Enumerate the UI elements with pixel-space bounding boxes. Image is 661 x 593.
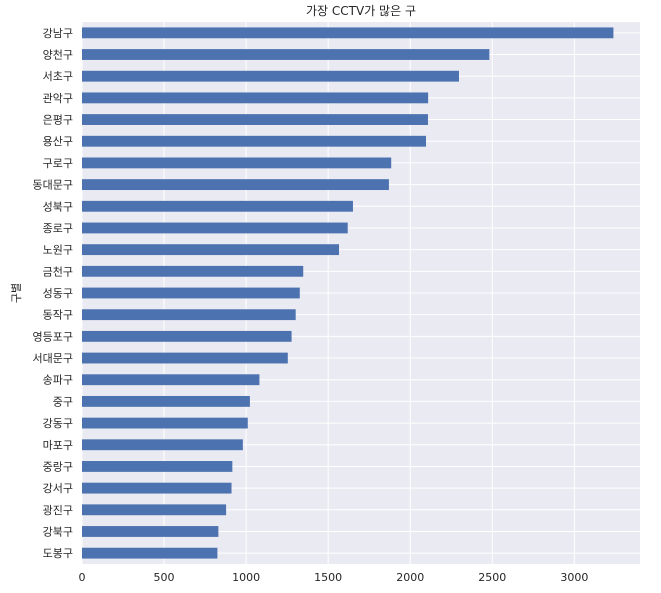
y-tick-label: 동대문구 (33, 179, 73, 192)
bar-서대문구 (82, 352, 288, 364)
chart-title: 가장 CCTV가 많은 구 (306, 4, 416, 18)
y-tick-label: 강북구 (43, 525, 73, 538)
y-tick-label: 성북구 (43, 200, 73, 213)
y-tick-label: 용산구 (43, 135, 73, 148)
y-tick-label: 송파구 (43, 374, 73, 387)
x-tick-label: 0 (79, 571, 86, 584)
bar-강서구 (82, 482, 232, 494)
y-tick-label: 서대문구 (33, 352, 73, 365)
y-tick-label: 마포구 (43, 439, 73, 452)
bar-중구 (82, 395, 250, 407)
bar-강동구 (82, 417, 248, 429)
bar-금천구 (82, 265, 304, 277)
bar-강북구 (82, 526, 219, 537)
bar-동작구 (82, 309, 296, 321)
bar-성동구 (82, 287, 300, 299)
y-tick-label: 금천구 (43, 264, 73, 278)
x-tick-label: 1500 (314, 571, 342, 584)
y-tick-label: 은평구 (43, 114, 73, 127)
bar-서초구 (82, 70, 459, 82)
bar-동대문구 (82, 179, 389, 191)
x-tick-label: 3000 (560, 571, 588, 584)
x-tick-labels: 0 500 1000 1500 2000 2500 3000 (79, 571, 589, 584)
bar-마포구 (82, 439, 243, 451)
x-tick-label: 500 (154, 571, 175, 584)
y-tick-label: 구로구 (43, 157, 73, 170)
y-tick-label: 강서구 (43, 482, 73, 495)
y-tick-label: 양천구 (43, 48, 73, 62)
x-tick-label: 2000 (396, 571, 424, 584)
bar-구로구 (82, 157, 392, 169)
bar-성북구 (82, 200, 353, 212)
bar-양천구 (82, 49, 490, 60)
y-tick-label: 강동구 (43, 417, 73, 430)
bar-도봉구 (82, 547, 218, 559)
bar-종로구 (82, 222, 348, 234)
y-tick-label: 강남구 (43, 27, 73, 40)
y-tick-label: 관악구 (43, 92, 73, 105)
y-tick-label: 종로구 (43, 222, 73, 235)
y-tick-label: 서초구 (43, 70, 73, 83)
y-tick-label: 동작구 (43, 309, 73, 322)
y-tick-label: 광진구 (43, 504, 73, 517)
bars (82, 27, 614, 559)
bar-중랑구 (82, 461, 233, 472)
bar-광진구 (82, 504, 227, 516)
y-tick-label: 노원구 (43, 244, 73, 257)
bar-강남구 (82, 27, 614, 39)
bar-송파구 (82, 374, 260, 386)
y-tick-label: 중구 (53, 395, 73, 408)
x-tick-label: 1000 (232, 571, 260, 584)
x-tick-label: 2500 (478, 571, 506, 584)
y-tick-label: 영등포구 (33, 330, 73, 343)
y-axis-label: 구별 (10, 283, 23, 303)
y-tick-label: 중랑구 (43, 460, 73, 473)
bar-영등포구 (82, 330, 292, 342)
bar-용산구 (82, 135, 426, 147)
bar-노원구 (82, 244, 340, 256)
bar-관악구 (82, 92, 429, 104)
y-tick-label: 성동구 (43, 287, 73, 300)
y-tick-label: 도봉구 (43, 547, 73, 560)
bar-은평구 (82, 114, 428, 125)
y-tick-labels: 강남구양천구서초구관악구은평구용산구구로구동대문구성북구종로구노원구금천구성동구… (33, 27, 73, 560)
